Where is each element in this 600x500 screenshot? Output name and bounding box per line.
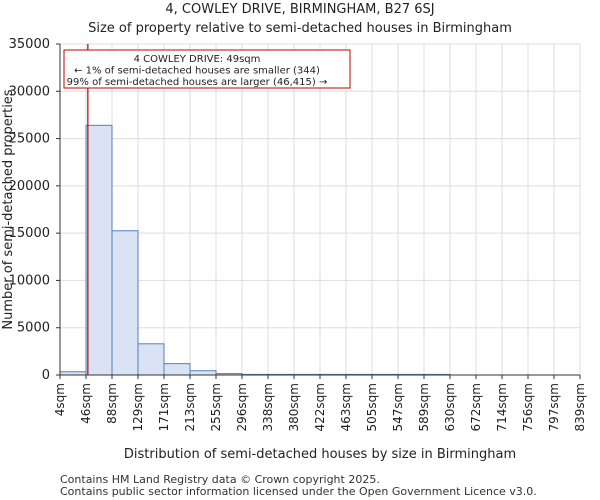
x-tick-label: 338sqm — [261, 383, 275, 431]
annotation-line: ← 1% of semi-detached houses are smaller… — [74, 66, 320, 77]
x-tick-label: 756sqm — [521, 383, 535, 431]
y-tick-label: 20000 — [9, 179, 50, 194]
x-tick-label: 4sqm — [53, 383, 67, 416]
chart-subtitle: Size of property relative to semi-detach… — [88, 21, 512, 36]
histogram-bar — [137, 343, 165, 376]
histogram-bar — [85, 124, 113, 376]
x-tick-label: 839sqm — [573, 383, 587, 431]
y-tick-label: 30000 — [9, 84, 50, 99]
y-tick-label: 0 — [42, 368, 50, 383]
x-tick-label: 296sqm — [235, 383, 249, 431]
y-axis-label: Number of semi-detached properties — [1, 89, 16, 329]
x-tick-label: 380sqm — [287, 383, 301, 431]
x-tick-label: 171sqm — [157, 383, 171, 431]
x-tick-label: 630sqm — [443, 383, 457, 431]
histogram-bar — [189, 370, 217, 376]
y-tick-label: 5000 — [17, 321, 50, 336]
footer-licence: Contains public sector information licen… — [60, 485, 537, 498]
x-tick-label: 422sqm — [313, 383, 327, 431]
histogram-bar — [163, 363, 191, 376]
y-tick-label: 35000 — [9, 37, 50, 52]
x-tick-label: 255sqm — [209, 383, 223, 431]
chart-title: 4, COWLEY DRIVE, BIRMINGHAM, B27 6SJ — [165, 2, 435, 17]
x-tick-label: 463sqm — [339, 383, 353, 431]
x-tick-label: 547sqm — [391, 383, 405, 431]
y-tick-label: 15000 — [9, 226, 50, 241]
annotation-layer: 4 COWLEY DRIVE: 49sqm← 1% of semi-detach… — [63, 49, 351, 89]
x-tick-label: 797sqm — [547, 383, 561, 431]
axes: 0 5000 10000 15000 20000 25000 30000 35000 4sqm 4… — [1, 37, 587, 462]
x-tick-label: 505sqm — [365, 383, 379, 431]
x-tick-label: 714sqm — [495, 383, 509, 431]
x-tick-label: 213sqm — [183, 383, 197, 431]
x-tick-label: 88sqm — [105, 383, 119, 424]
y-tick-label: 10000 — [9, 273, 50, 288]
x-axis-label: Distribution of semi-detached houses by … — [124, 447, 516, 462]
y-tick-label: 25000 — [9, 132, 50, 147]
annotation-line: 4 COWLEY DRIVE: 49sqm — [134, 54, 261, 65]
x-tick-label: 129sqm — [131, 383, 145, 431]
histogram-bars — [59, 124, 451, 376]
annotation-line: 99% of semi-detached houses are larger (… — [67, 77, 328, 88]
footer-copyright: Contains HM Land Registry data © Crown c… — [60, 473, 380, 486]
histogram-bar — [111, 230, 139, 376]
x-tick-label: 46sqm — [79, 383, 93, 424]
annotation-box — [63, 49, 351, 89]
x-tick-label: 672sqm — [469, 383, 483, 431]
x-tick-label: 589sqm — [417, 383, 431, 431]
